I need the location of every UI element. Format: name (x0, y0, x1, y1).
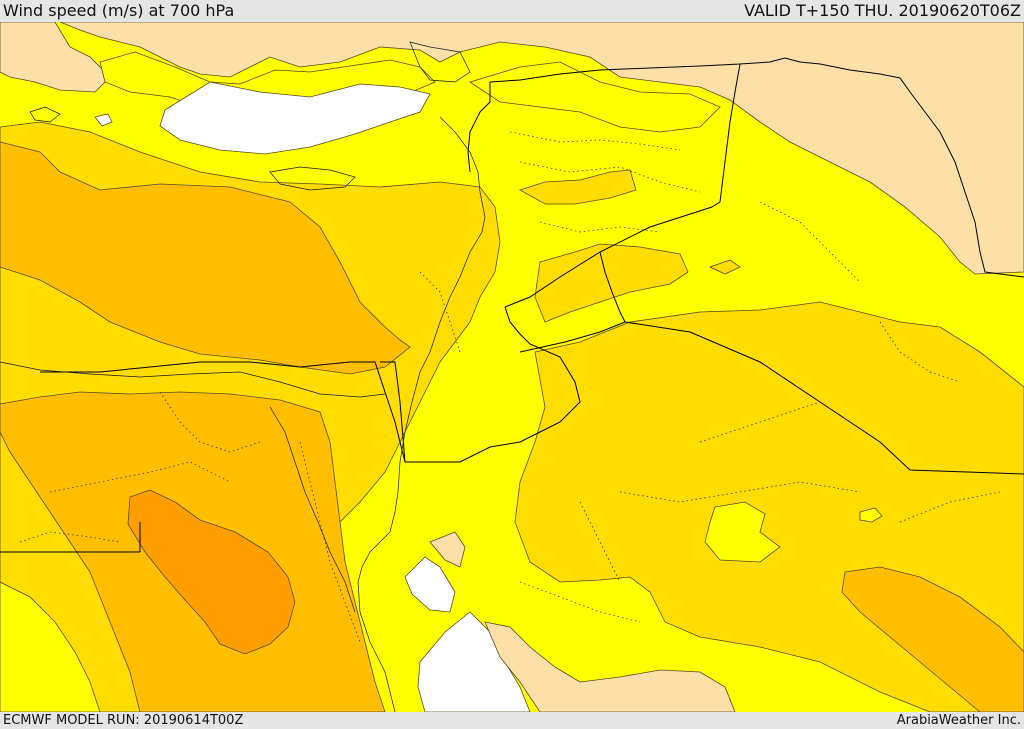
yellow-east-pocket (469, 61, 721, 133)
model-run: ECMWF MODEL RUN: 20190614T00Z (3, 713, 244, 728)
admin-boundaries (19, 131, 1001, 643)
valid-time: VALID T+150 THU. 20190620T06Z (744, 1, 1021, 20)
yellow-west-strip (0, 581, 101, 712)
gold-jordan-patch (534, 243, 689, 323)
calm-white-south (417, 611, 531, 712)
header-bar: Wind speed (m/s) at 700 hPa VALID T+150 … (0, 0, 1024, 22)
gold-syria-blob (519, 169, 637, 205)
credit: ArabiaWeather Inc. (896, 713, 1021, 728)
footer-bar: ECMWF MODEL RUN: 20190614T00Z ArabiaWeat… (0, 712, 1024, 729)
wind-speed-map[interactable] (0, 22, 1024, 712)
calm-white-blob-1 (94, 113, 113, 127)
orange-gold-southeast (841, 566, 1024, 712)
orange-gold-med-band (0, 141, 411, 375)
gold-iraq-blob (708, 259, 741, 275)
calm-white-sea (159, 81, 431, 155)
yellow-arabia-blob (859, 507, 883, 523)
yellow-arabia-pocket (704, 501, 781, 563)
dark-orange-core (127, 489, 296, 655)
tan-redsea-patch (429, 531, 466, 568)
tan-north-region (59, 22, 1024, 275)
tan-south-patch (484, 621, 736, 712)
coastlines (0, 41, 486, 712)
tan-nw-patch (0, 22, 111, 93)
calm-white-redsea (404, 556, 456, 613)
map-title: Wind speed (m/s) at 700 hPa (3, 1, 235, 20)
